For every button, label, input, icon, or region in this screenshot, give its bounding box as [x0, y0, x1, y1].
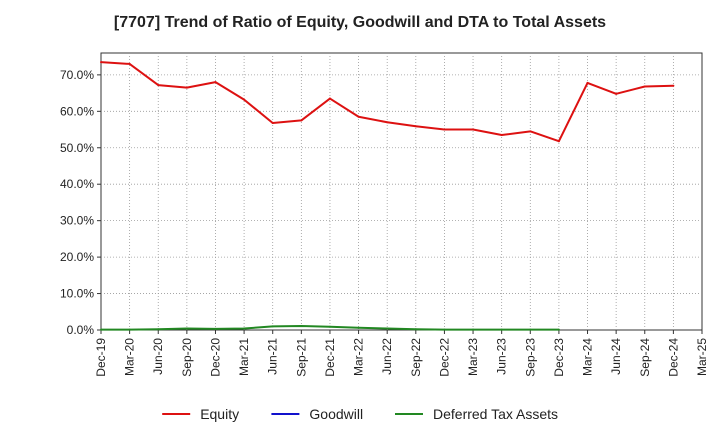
data-point — [243, 327, 246, 330]
x-tick-label: Jun-20 — [151, 338, 165, 375]
x-tick-label: Mar-24 — [581, 338, 595, 376]
data-point — [529, 328, 532, 331]
data-point — [643, 85, 646, 88]
data-point — [128, 328, 131, 331]
data-point — [386, 327, 389, 330]
data-point — [271, 121, 274, 124]
data-point — [328, 325, 331, 328]
y-tick-label: 50.0% — [60, 141, 94, 155]
y-tick-label: 70.0% — [60, 68, 94, 82]
x-tick-label: Dec-20 — [208, 338, 222, 377]
data-point — [472, 328, 475, 331]
data-point — [328, 97, 331, 100]
x-tick-label: Mar-22 — [352, 338, 366, 376]
data-point — [214, 81, 217, 84]
data-point — [357, 115, 360, 118]
x-tick-label: Sep-24 — [638, 338, 652, 377]
plot-area: 0.0% 10.0% 20.0% 30.0% 40.0% 50.0% 60.0% 70.0% D… — [60, 52, 709, 377]
x-tick-label: Mar-23 — [466, 338, 480, 376]
plot-frame — [100, 52, 703, 331]
data-point — [414, 328, 417, 331]
data-point — [557, 328, 560, 331]
data-point — [615, 92, 618, 95]
data-point — [586, 81, 589, 84]
data-point — [300, 119, 303, 122]
y-tick-label: 40.0% — [60, 177, 94, 191]
x-tick-label: Mar-20 — [123, 338, 137, 376]
data-point — [100, 328, 102, 331]
data-point — [300, 324, 303, 327]
data-point — [443, 328, 446, 331]
x-tick-label: Sep-23 — [523, 338, 537, 377]
x-tick-label: Jun-22 — [380, 338, 394, 375]
x-tick-label: Mar-25 — [695, 338, 709, 376]
data-point — [357, 326, 360, 329]
x-tick-label: Jun-21 — [266, 338, 280, 375]
y-tick-label: 60.0% — [60, 104, 94, 118]
data-point — [443, 128, 446, 131]
data-point — [214, 327, 217, 330]
data-point — [557, 140, 560, 143]
data-point — [185, 327, 188, 330]
x-tick-label: Dec-22 — [437, 338, 451, 377]
legend-label: Goodwill — [309, 406, 363, 422]
data-point — [529, 130, 532, 133]
data-point — [271, 325, 274, 328]
data-point — [386, 121, 389, 124]
y-tick-label: 0.0% — [67, 323, 95, 337]
chart-title: [7707] Trend of Ratio of Equity, Goodwil… — [113, 14, 607, 31]
y-tick-label: 10.0% — [60, 287, 94, 301]
data-point — [185, 86, 188, 89]
data-point — [472, 128, 475, 131]
data-point — [157, 84, 160, 87]
data-point — [157, 328, 160, 331]
data-point — [672, 84, 675, 87]
x-tick-label: Mar-21 — [237, 338, 251, 376]
x-tick-label: Sep-20 — [180, 338, 194, 377]
data-point — [243, 98, 246, 101]
y-tick-label: 20.0% — [60, 250, 94, 264]
data-point — [100, 61, 102, 64]
x-tick-label: Sep-22 — [409, 338, 423, 377]
data-point — [414, 125, 417, 128]
data-point — [500, 328, 503, 331]
x-tick-label: Jun-24 — [609, 338, 623, 375]
data-point — [500, 134, 503, 137]
data-point — [128, 62, 131, 65]
y-tick-label: 30.0% — [60, 214, 94, 228]
x-tick-label: Sep-21 — [294, 338, 308, 377]
legend: Equity Goodwill Deferred Tax Assets — [162, 406, 558, 422]
x-tick-label: Dec-21 — [323, 338, 337, 377]
x-tick-label: Dec-23 — [552, 338, 566, 377]
x-tick-label: Jun-23 — [495, 338, 509, 375]
x-tick-label: Dec-19 — [94, 338, 108, 377]
legend-label: Deferred Tax Assets — [433, 406, 558, 422]
legend-label: Equity — [200, 406, 239, 422]
x-tick-label: Dec-24 — [666, 338, 680, 377]
